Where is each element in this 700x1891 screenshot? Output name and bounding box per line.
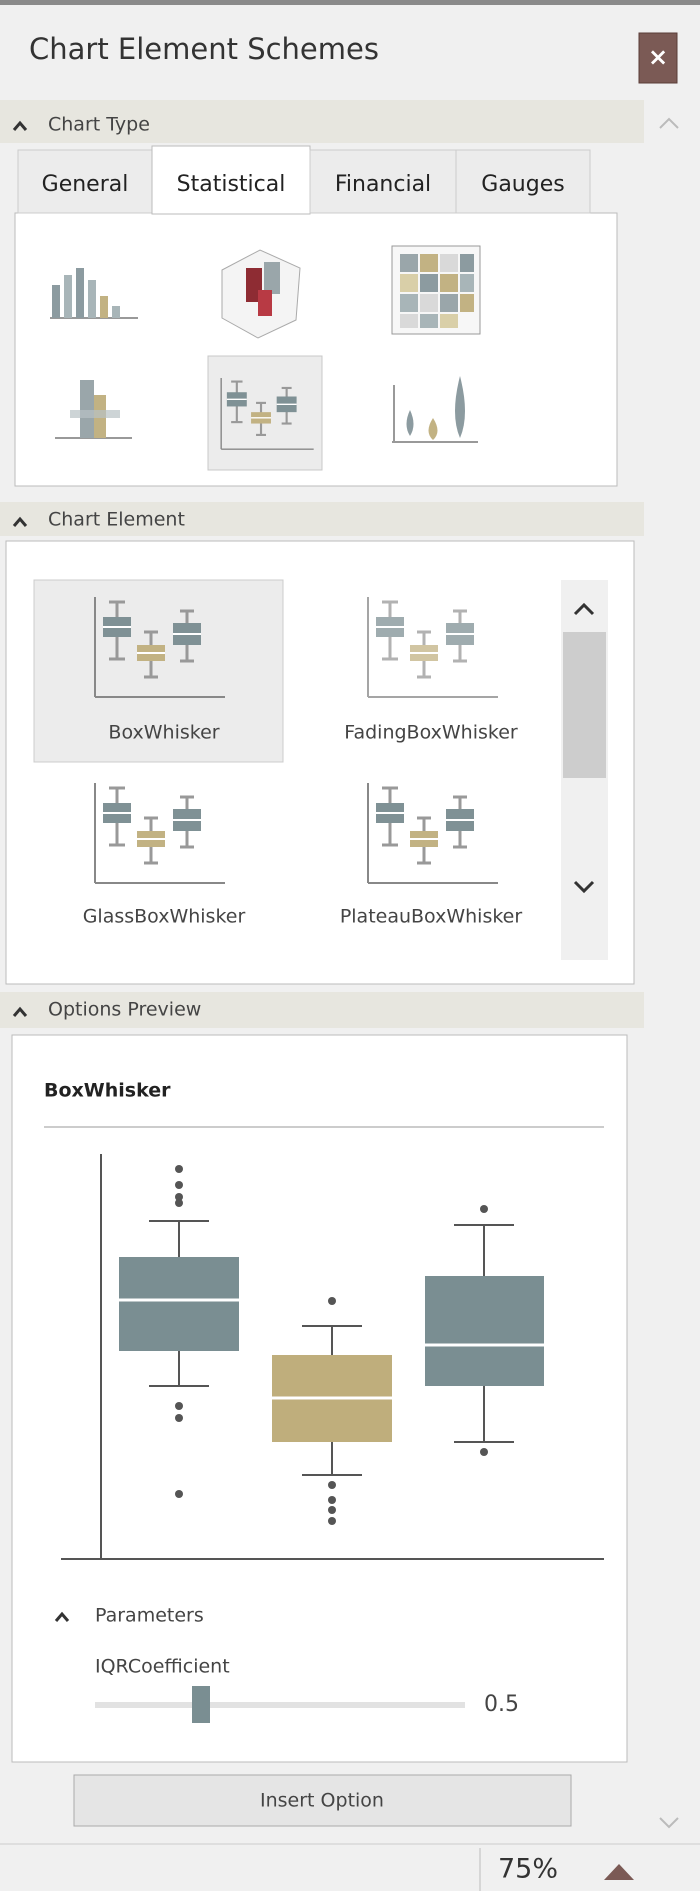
zoom-toggle[interactable] bbox=[604, 1864, 634, 1880]
chart-type-icon[interactable] bbox=[50, 268, 138, 319]
element-label[interactable]: PlateauBoxWhisker bbox=[340, 906, 523, 928]
tab[interactable] bbox=[309, 149, 457, 214]
section-header[interactable] bbox=[0, 502, 644, 536]
chart-type-icon[interactable] bbox=[391, 245, 481, 335]
preview-title: BoxWhisker bbox=[44, 1080, 171, 1102]
scroll-down[interactable] bbox=[659, 1817, 679, 1829]
section-title: Chart Type bbox=[48, 114, 150, 136]
close-button[interactable] bbox=[638, 32, 678, 84]
tab-label[interactable]: Gauges bbox=[481, 172, 564, 197]
collapse-caret[interactable] bbox=[54, 1611, 70, 1622]
panel-title: Chart Element Schemes bbox=[29, 32, 379, 66]
close-icon[interactable]: × bbox=[648, 43, 668, 71]
top-border bbox=[0, 0, 700, 5]
chart-type-icon[interactable] bbox=[55, 380, 132, 439]
list-scroll-down[interactable] bbox=[573, 880, 595, 894]
list-item-selected[interactable] bbox=[33, 579, 284, 763]
collapse-caret[interactable] bbox=[12, 1006, 28, 1017]
tab-label[interactable]: Statistical bbox=[177, 172, 286, 197]
section-title: Chart Element bbox=[48, 509, 185, 531]
parameters-heading: Parameters bbox=[95, 1605, 204, 1627]
element-label[interactable]: BoxWhisker bbox=[108, 722, 219, 744]
status-bar bbox=[0, 1844, 700, 1891]
tab-active[interactable] bbox=[151, 145, 311, 215]
tab-label[interactable]: General bbox=[42, 172, 129, 197]
collapse-caret[interactable] bbox=[12, 516, 28, 527]
section-header[interactable] bbox=[0, 100, 644, 143]
insert-button-label[interactable]: Insert Option bbox=[260, 1790, 384, 1812]
slider-thumb[interactable] bbox=[192, 1686, 210, 1723]
element-label[interactable]: FadingBoxWhisker bbox=[344, 722, 518, 744]
parameter-value: 0.5 bbox=[484, 1692, 519, 1717]
section-title: Options Preview bbox=[48, 999, 201, 1021]
chart-type-icon[interactable] bbox=[392, 376, 478, 443]
section-header[interactable] bbox=[0, 992, 644, 1028]
insert-button[interactable] bbox=[73, 1774, 572, 1827]
scroll-up[interactable] bbox=[659, 117, 679, 129]
preview-chart bbox=[44, 1126, 604, 1560]
zoom-level[interactable]: 75% bbox=[498, 1854, 558, 1885]
scrollbar[interactable] bbox=[651, 100, 688, 1840]
list-scroll-up[interactable] bbox=[573, 602, 595, 616]
list-scroll-thumb[interactable] bbox=[563, 632, 606, 778]
element-label[interactable]: GlassBoxWhisker bbox=[83, 906, 246, 928]
tab[interactable] bbox=[455, 149, 591, 214]
parameter-name: IQRCoefficient bbox=[95, 1656, 230, 1678]
chart-type-icon[interactable] bbox=[221, 249, 301, 339]
collapse-caret[interactable] bbox=[12, 120, 28, 131]
slider-track[interactable] bbox=[95, 1702, 465, 1708]
tab-label[interactable]: Financial bbox=[335, 172, 431, 197]
